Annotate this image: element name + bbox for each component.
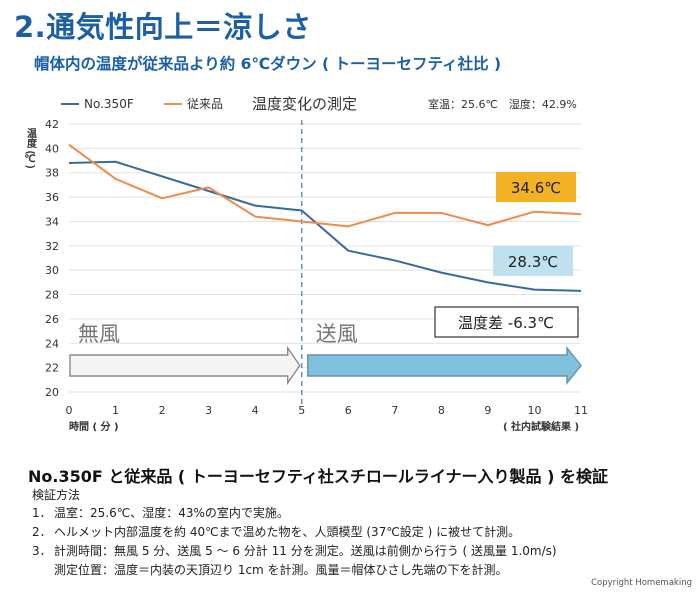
y-tick-label: 26 (45, 313, 59, 326)
x-tick-label: 11 (574, 404, 588, 417)
page-title: 2.通気性向上＝涼しさ (14, 10, 312, 44)
page-subtitle: 帽体内の温度が従来品より約 6℃ダウン ( トーヨーセフティ社比 ) (34, 55, 502, 73)
x-tick-label: 7 (391, 404, 398, 417)
y-tick-label: 28 (45, 289, 59, 302)
y-tick-label: 40 (45, 142, 59, 155)
y-tick-label: 34 (45, 215, 59, 228)
no-wind-arrow (69, 345, 301, 386)
y-tick-label: 42 (45, 118, 59, 131)
method-item-continued: 測定位置：温度＝内装の天頂辺り 1cm を計測。風量＝帽体ひさし先端の下を計測。 (54, 563, 508, 577)
conventional-end-label: 34.6℃ (511, 179, 561, 197)
x-tick-label: 9 (484, 404, 491, 417)
x-tick-label: 0 (66, 404, 73, 417)
no-wind-label: 無風 (78, 322, 120, 346)
y-tick-label: 22 (45, 362, 59, 375)
conventional-end-box (496, 172, 576, 202)
y-tick-label: 20 (45, 386, 59, 399)
y-tick-label: 36 (45, 191, 59, 204)
legend-label-no350f: No.350F (84, 97, 134, 111)
chart-title: 温度変化の測定 (252, 95, 357, 113)
new-end-box (493, 246, 573, 276)
method-item: 2． ヘルメット内部温度を約 40℃まで温めた物を、人頭模型 (37℃設定 ) に… (32, 525, 521, 539)
legend-label-conventional: 従来品 (187, 97, 223, 111)
x-axis-label: 時間 ( 分 ) (69, 420, 119, 433)
x-tick-label: 8 (438, 404, 445, 417)
y-tick-label: 32 (45, 240, 59, 253)
temperature-diff-box (434, 306, 579, 338)
x-tick-label: 3 (205, 404, 212, 417)
new-end-label: 28.3℃ (508, 253, 558, 271)
x-tick-label: 10 (527, 404, 541, 417)
y-tick-label: 38 (45, 167, 59, 180)
x-tick-label: 6 (345, 404, 352, 417)
method-label: 検証方法 (32, 488, 81, 502)
x-tick-label: 1 (112, 404, 119, 417)
y-axis-label: 温度 (℃) (24, 127, 36, 169)
series-line-conventional (68, 143, 582, 228)
x-axis-note: ( 社内試験結果 ) (503, 420, 579, 433)
series-line-no350f (68, 160, 582, 292)
x-tick-label: 5 (298, 404, 305, 417)
wind-label: 送風 (316, 322, 358, 346)
y-tick-label: 30 (45, 264, 59, 277)
verification-heading: No.350F と従来品 ( トーヨーセフティ社スチロールライナー入り製品 ) … (28, 467, 608, 486)
method-item: 1． 温室：25.6℃、湿度：43%の室内で実施。 (32, 506, 289, 520)
chart-conditions: 室温：25.6℃ 湿度：42.9% (428, 97, 577, 111)
y-tick-label: 24 (45, 337, 59, 350)
temperature-diff-label: 温度差 -6.3℃ (458, 314, 554, 332)
chart-legend: No.350F 従来品 (61, 97, 223, 111)
x-tick-label: 2 (159, 404, 166, 417)
wind-arrow (307, 346, 582, 385)
method-item: 3． 計測時間：無風 5 分、送風 5 ～ 6 分計 11 分を測定。送風は前側か… (32, 544, 557, 558)
x-tick-label: 4 (252, 404, 259, 417)
copyright: Copyright Homemaking (591, 578, 692, 588)
